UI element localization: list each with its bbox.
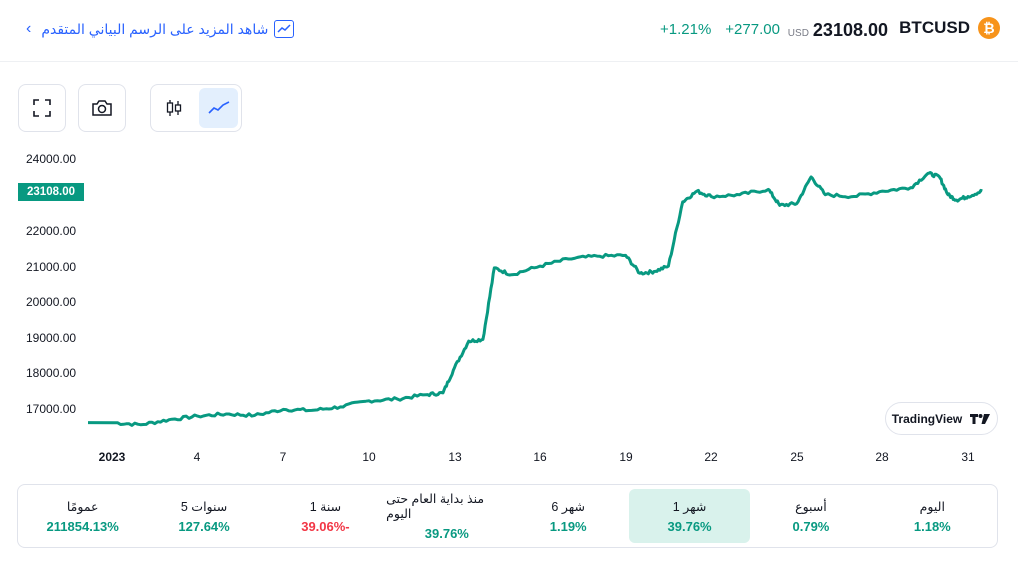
currency-label: USD [787, 28, 809, 39]
period-all-time[interactable]: عمومًا 211854.13% [22, 489, 143, 543]
period-value: 1.18% [913, 518, 951, 534]
x-tick: 19 [619, 450, 633, 464]
period-label: 5 سنوات [180, 499, 228, 514]
period-value: 1.19% [549, 518, 587, 534]
x-tick: 2023 [98, 450, 126, 464]
y-tick: 22000.00 [26, 224, 77, 238]
price-display: USD 23108.00 [788, 20, 888, 41]
price-change: +1.21% +277.00 [660, 21, 780, 38]
chart-type-group [150, 84, 242, 132]
candlestick-icon [166, 100, 181, 116]
period-value: 39.76% [667, 518, 712, 534]
chevron-left-icon: ‹ [26, 20, 32, 37]
x-tick: 10 [362, 450, 376, 464]
symbol-name: BTCUSD [899, 18, 970, 37]
tradingview-label: TradingView [891, 411, 963, 426]
period-label: اليوم [919, 499, 945, 514]
x-tick: 28 [875, 450, 889, 464]
period-5-years[interactable]: 5 سنوات 127.64% [143, 489, 264, 543]
x-tick: 7 [279, 450, 287, 464]
y-tick: 18000.00 [26, 366, 77, 380]
period-ytd[interactable]: منذ بداية العام حتى اليوم 39.76% [386, 489, 507, 543]
tradingview-logo-icon [970, 413, 991, 424]
change-absolute: +277.00 [725, 21, 780, 38]
advanced-chart-link-label: شاهد المزيد على الرسم البياني المتقدم [41, 20, 269, 37]
period-1-year[interactable]: 1 سنة 39.06%- [265, 489, 386, 543]
period-label: منذ بداية العام حتى اليوم [386, 492, 485, 521]
period-label: عمومًا [66, 499, 99, 514]
y-tick: 24000.00 [26, 152, 77, 166]
chart-icon [274, 20, 295, 38]
change-percent: +1.21% [660, 21, 712, 38]
period-label: 1 سنة [309, 499, 342, 514]
period-value: 39.76% [424, 526, 469, 541]
last-price-label: 23108.00 [18, 183, 84, 201]
candles-button[interactable] [154, 88, 193, 128]
x-tick: 4 [193, 450, 201, 464]
period-value: 211854.13% [46, 518, 119, 534]
period-value: 127.64% [178, 518, 230, 534]
period-label: 1 شهر [672, 499, 707, 514]
period-value: 39.06%- [301, 518, 350, 534]
period-6-months[interactable]: 6 شهر 1.19% [508, 489, 629, 543]
x-tick: 22 [704, 450, 718, 464]
x-tick: 31 [961, 450, 975, 464]
y-tick: 20000.00 [26, 295, 77, 309]
period-week[interactable]: أسبوع 0.79% [750, 489, 871, 543]
period-today[interactable]: اليوم 1.18% [872, 489, 993, 543]
price-line [87, 171, 983, 427]
x-tick: 13 [448, 450, 462, 464]
x-tick: 25 [790, 450, 804, 464]
line-chart-icon [207, 101, 229, 114]
period-1-month[interactable]: 1 شهر 39.76% [628, 489, 751, 543]
bitcoin-icon: ₿ [978, 17, 1000, 39]
period-label: 6 شهر [551, 499, 585, 514]
x-tick: 16 [533, 450, 547, 464]
screenshot-button[interactable] [78, 84, 126, 132]
fullscreen-button[interactable] [18, 84, 66, 132]
line-chart-button[interactable] [199, 88, 238, 128]
advanced-chart-link[interactable]: ‹ شاهد المزيد على الرسم البياني المتقدم [26, 20, 295, 38]
period-label: أسبوع [795, 499, 827, 514]
header-bar: ‹ شاهد المزيد على الرسم البياني المتقدم … [0, 0, 1018, 62]
fullscreen-icon [33, 99, 51, 117]
camera-icon [92, 100, 112, 116]
period-value: 0.79% [792, 518, 830, 534]
period-performance-bar: اليوم 1.18% أسبوع 0.79% 1 شهر 39.76% 6 ش… [17, 484, 998, 548]
y-tick: 21000.00 [26, 260, 77, 274]
symbol-block: BTCUSD ₿ [899, 17, 1000, 39]
current-price: 23108.00 [812, 20, 888, 40]
tradingview-badge[interactable]: TradingView [885, 402, 998, 435]
y-tick: 19000.00 [26, 331, 77, 345]
y-tick: 17000.00 [26, 402, 77, 416]
